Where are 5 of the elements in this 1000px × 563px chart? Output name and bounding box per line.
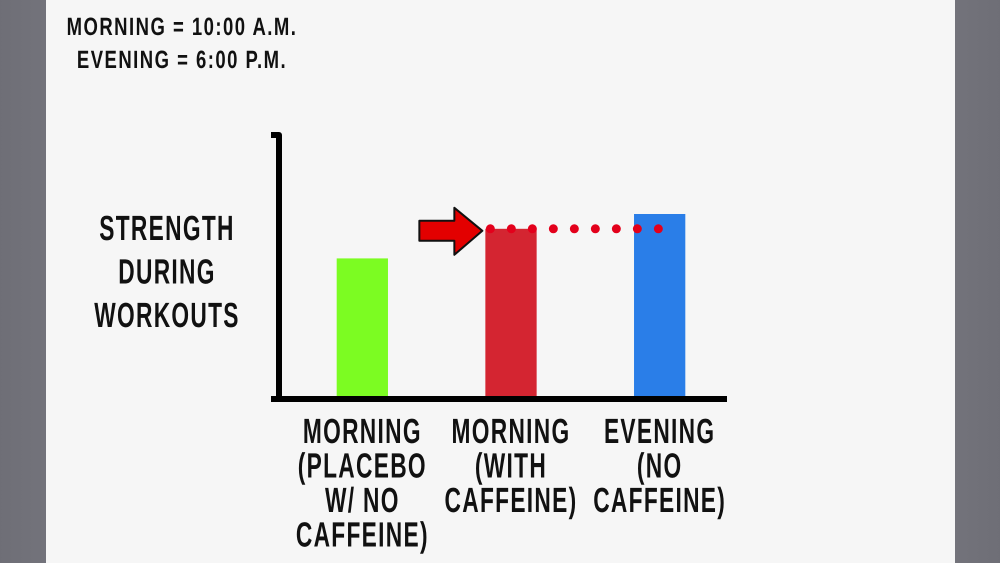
x-tick-label: MORNING (WITH CAFFEINE) xyxy=(444,412,578,520)
y-axis-title: STRENGTH DURING WORKOUTS xyxy=(94,209,240,336)
x-tick-label: EVENING (NO CAFFEINE) xyxy=(593,412,726,520)
text: MORNING = 10:00 A.M. EVENING = 6:00 P.M. xyxy=(66,12,298,74)
x-tick-label: MORNING (PLACEBO W/ NO CAFFEINE) xyxy=(296,412,429,555)
